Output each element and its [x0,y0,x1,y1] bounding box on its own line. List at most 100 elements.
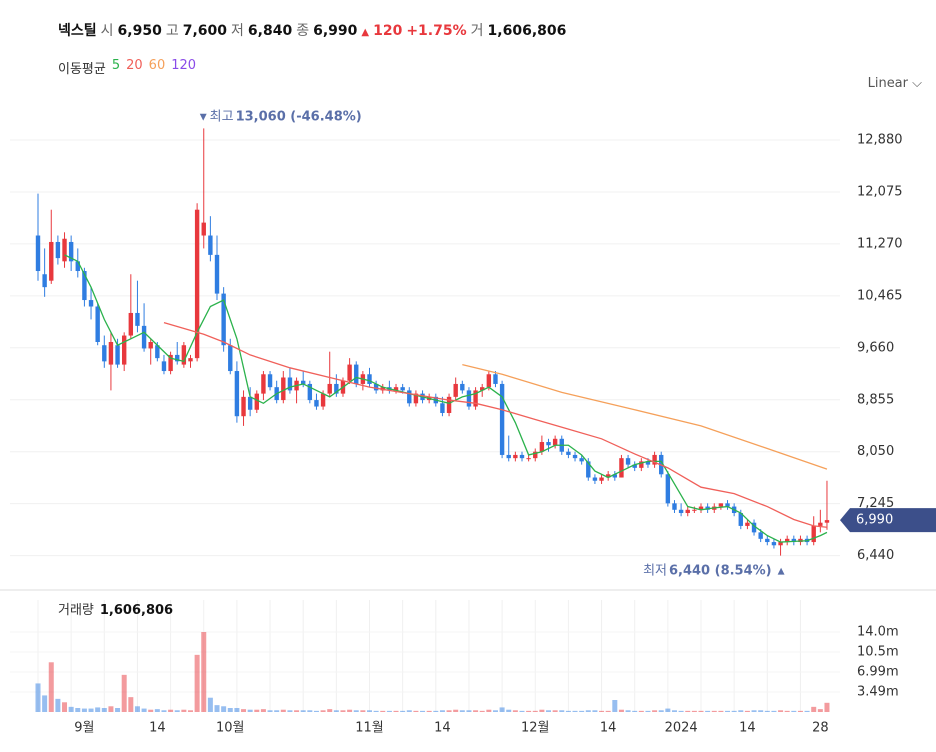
candle-body [407,390,412,404]
candle-body [354,364,359,384]
ma-legend-entry: 60 [148,58,166,73]
candle-body [572,454,578,459]
candle-body [499,383,505,455]
max-label: 최고 [210,109,234,124]
volume-bar [811,706,817,712]
candle-body [625,458,631,465]
volume-bar [68,706,74,712]
candle-body [393,387,399,391]
candle-body [460,383,465,391]
volume-bar [446,710,452,712]
candle-body [599,477,604,481]
volume-bar [645,710,651,712]
price-tag-label: 6,990 [856,513,893,528]
volume-bar [797,710,803,712]
volume-bar [373,710,379,712]
candle-body [320,393,326,407]
scale-label[interactable]: Linear [867,76,908,91]
volume-bar [718,710,724,712]
candle-body [413,393,419,404]
label: 고 [165,23,179,39]
volume-bar [479,710,485,712]
volume-bar [393,710,399,712]
stock-header: 넥스틸 시 6,950 고 7,600 저 6,840 종 6,990 ▲ 120 +1.7… [58,20,566,40]
candle-body [194,209,200,359]
ma-legend-entry: 120 [171,58,197,73]
volume-bar [665,708,671,712]
volume-bar [48,662,54,712]
volume-bar [227,708,233,712]
ma-legend-entry: 20 [126,58,143,73]
candle-body [811,525,816,543]
candle-body [592,477,598,481]
candle-body [824,520,830,523]
candle-body [619,458,624,478]
candle-body [546,442,551,446]
candle-body [751,522,757,533]
candle-body [440,403,445,413]
volume-bar [751,710,757,712]
candle-body [453,383,458,397]
candle-body [155,345,160,359]
candle-body [201,222,206,236]
volume-bar [618,709,624,712]
candle-body [526,458,531,460]
candle-body [765,538,770,543]
volume-bar [678,710,684,712]
volume-bar [241,709,247,712]
scale-menu[interactable]: Linear ⌵ [867,76,922,91]
candle-body [373,383,379,391]
volume-bar [420,710,426,712]
volume-bar [572,710,578,712]
candle-body [778,542,783,546]
volume-bar [327,709,333,712]
y-tick-label: 8,050 [857,444,894,459]
volume-bar [565,710,571,712]
low: 6,840 [247,23,293,39]
candle-body [738,513,743,526]
volume-bar [214,705,220,712]
volume-tick-label: 14.0m [857,625,899,640]
candle-body [62,238,67,262]
x-tick-label: 14 [739,721,756,736]
volume-bar [506,709,512,712]
volume-bar [128,697,134,712]
volume-bar [340,710,346,712]
volume-bar [711,710,717,712]
volume-bar [559,710,565,712]
x-tick-label: 14 [434,721,451,736]
volume-bar [274,710,280,712]
min-label: 최저 [643,563,667,578]
volume-bar [134,706,140,712]
y-tick-label: 9,660 [857,340,894,355]
volume-title: 거래량 1,606,806 [58,603,173,618]
candle-body [128,312,134,336]
candle-body [632,464,637,468]
candle-body [168,354,173,372]
candle-body [725,503,730,507]
open: 6,950 [117,23,162,39]
candle-body [513,454,518,459]
min-text: 6,440 (8.54%) [669,563,772,578]
candle-body [791,538,797,543]
ma-label: 이동평균 [58,62,106,77]
high: 7,600 [182,23,228,39]
candle-body [214,254,220,294]
volume-bar [466,710,472,712]
candle-body [493,374,498,384]
volume-bar [307,710,313,712]
candle-body [208,235,213,255]
volume-bar [685,710,691,712]
volume-bar [62,702,68,712]
candle-body [307,383,313,401]
volume-bar [499,707,505,712]
candle-body [605,474,611,478]
y-tick-label: 8,855 [857,392,894,407]
volume-bar [632,710,638,712]
volume-bar [95,707,101,712]
candle-body [161,361,167,372]
volume-bar [585,710,591,712]
candle-body [745,522,750,526]
candle-body [652,454,657,465]
